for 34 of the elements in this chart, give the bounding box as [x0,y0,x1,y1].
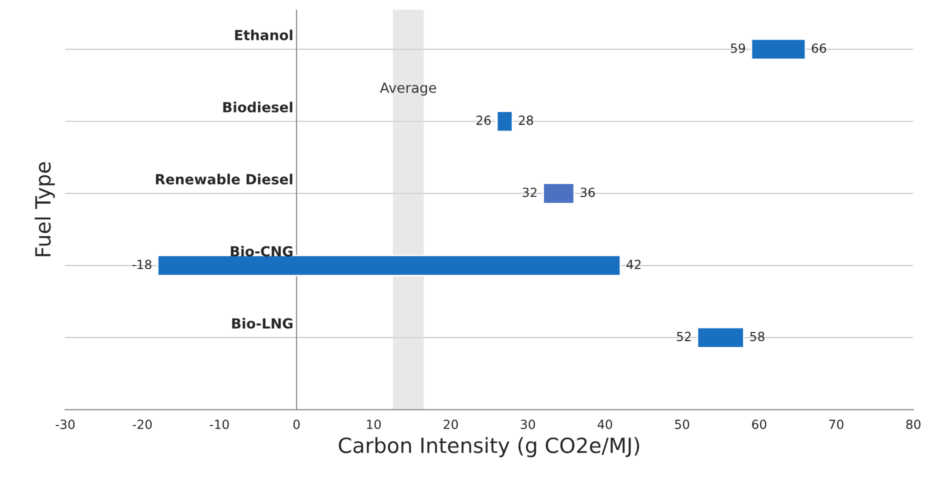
y-tick-label: Bio-CNG [230,246,292,257]
annotation: 66 [812,43,826,53]
y-tick-label: Ethanol [235,30,292,40]
x-tick-label: -20 [132,420,152,430]
annotation: 28 [518,116,534,125]
x-tick-label: 10 [367,420,381,430]
bar [750,38,806,60]
x-tick-label: 60 [752,420,766,430]
x-tick-label: 20 [444,420,458,430]
band-label: Average [380,82,436,96]
x-tick-label: 0 [293,420,300,430]
bar [496,110,514,132]
x-axis-title: Carbon Intensity (g CO2e/MJ) [338,437,640,458]
x-tick-label: 80 [906,420,920,430]
x-tick-label: -10 [210,420,229,430]
y-tick-label: Renewable Diesel [156,174,292,185]
y-tick-label: Bio-LNG [232,318,292,329]
annotation: 58 [750,332,764,342]
annotation: -18 [132,260,152,270]
annotation: 36 [580,188,595,198]
annotation: 42 [626,260,641,269]
y-tick-label: Biodiesel [223,102,292,112]
x-tick-label: 30 [520,420,535,430]
bar [542,182,575,204]
x-tick-label: 40 [598,420,612,430]
x-tick-label: -30 [56,420,75,430]
annotation: 52 [676,332,691,342]
bar [696,326,744,348]
annotation: 59 [730,43,746,53]
x-tick-label: 50 [675,420,690,430]
annotation: 26 [476,116,491,125]
annotation: 32 [522,188,536,198]
y-axis-title: Fuel Type [34,162,55,256]
x-tick-label: 70 [829,420,844,430]
